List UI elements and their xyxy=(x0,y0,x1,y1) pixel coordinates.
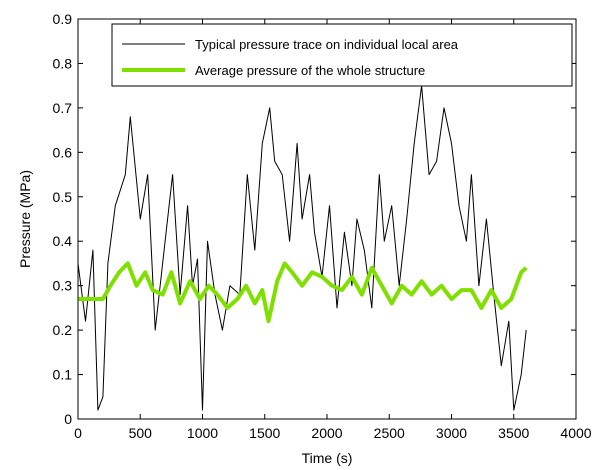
x-tick-label: 1500 xyxy=(249,425,280,441)
x-tick-label: 3000 xyxy=(436,425,467,441)
series-average-pressure xyxy=(78,261,528,324)
y-tick-label: 0.5 xyxy=(53,189,73,205)
x-tick-label: 0 xyxy=(74,425,82,441)
x-tick-label: 500 xyxy=(129,425,153,441)
y-tick-label: 0.9 xyxy=(53,11,73,27)
y-tick-label: 0.8 xyxy=(53,55,73,71)
legend: Typical pressure trace on individual loc… xyxy=(111,23,573,87)
x-tick-label: 4000 xyxy=(560,425,591,441)
tick-layer: 0 500 1000 1500 2000 2500 3000 3500 4000 0 0.1 0.2 0… xyxy=(53,11,592,441)
series-local-pressure-trace xyxy=(77,85,527,411)
y-tick-label: 0.2 xyxy=(53,322,73,338)
y-tick-label: 0.1 xyxy=(53,367,73,383)
y-tick-label: 0 xyxy=(64,411,72,427)
x-tick-label: 1000 xyxy=(187,425,218,441)
y-tick-label: 0.3 xyxy=(53,278,73,294)
y-axis-label: Pressure (MPa) xyxy=(17,170,33,268)
y-tick-label: 0.4 xyxy=(53,233,73,249)
x-tick-label: 2500 xyxy=(374,425,405,441)
y-tick-label: 0.7 xyxy=(53,100,73,116)
plot-frame xyxy=(77,18,577,420)
series-layer xyxy=(77,85,528,411)
legend-label-average: Average pressure of the whole structure xyxy=(195,63,425,78)
x-tick-label: 2000 xyxy=(311,425,342,441)
x-tick-label: 3500 xyxy=(498,425,529,441)
legend-label-local-trace: Typical pressure trace on individual loc… xyxy=(195,37,459,52)
legend-box xyxy=(111,23,573,87)
x-axis-label: Time (s) xyxy=(302,450,353,466)
y-tick-label: 0.6 xyxy=(53,144,73,160)
